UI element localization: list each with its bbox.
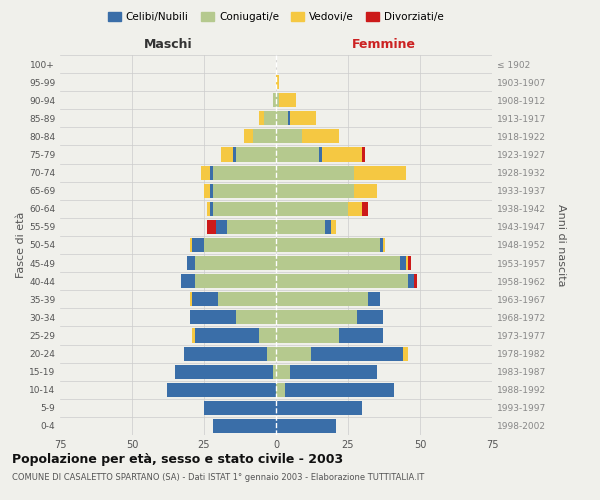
Bar	[236, 310, 276, 324]
Bar	[287, 112, 290, 126]
Bar	[276, 382, 284, 397]
Bar	[276, 256, 400, 270]
Bar	[325, 220, 331, 234]
Bar	[210, 184, 212, 198]
Bar	[196, 274, 276, 288]
Bar	[253, 130, 276, 143]
Bar	[210, 166, 212, 179]
Text: Femmine: Femmine	[352, 38, 416, 52]
Bar	[311, 346, 403, 360]
Bar	[354, 166, 406, 179]
Bar	[279, 93, 296, 108]
Bar	[190, 310, 236, 324]
Bar	[233, 148, 236, 162]
Bar	[409, 256, 412, 270]
Bar	[212, 202, 276, 216]
Bar	[212, 184, 276, 198]
Bar	[196, 256, 276, 270]
Bar	[273, 364, 276, 378]
Bar	[356, 310, 383, 324]
Bar	[175, 364, 273, 378]
Bar	[276, 130, 302, 143]
Bar	[276, 310, 356, 324]
Bar	[362, 202, 368, 216]
Bar	[406, 256, 409, 270]
Bar	[212, 419, 276, 433]
Bar	[193, 292, 218, 306]
Bar	[227, 220, 276, 234]
Bar	[319, 148, 322, 162]
Bar	[348, 202, 362, 216]
Bar	[204, 238, 276, 252]
Bar	[276, 238, 380, 252]
Bar	[331, 220, 337, 234]
Bar	[276, 93, 279, 108]
Bar	[276, 292, 368, 306]
Bar	[409, 274, 414, 288]
Bar	[201, 166, 210, 179]
Bar	[212, 166, 276, 179]
Bar	[403, 346, 409, 360]
Legend: Celibi/Nubili, Coniugati/e, Vedovi/e, Divorziati/e: Celibi/Nubili, Coniugati/e, Vedovi/e, Di…	[104, 8, 448, 26]
Bar	[210, 202, 212, 216]
Text: Popolazione per età, sesso e stato civile - 2003: Popolazione per età, sesso e stato civil…	[12, 452, 343, 466]
Text: COMUNE DI CASALETTO SPARTANO (SA) - Dati ISTAT 1° gennaio 2003 - Elaborazione TU: COMUNE DI CASALETTO SPARTANO (SA) - Dati…	[12, 472, 424, 482]
Text: Maschi: Maschi	[143, 38, 193, 52]
Bar	[414, 274, 417, 288]
Bar	[354, 184, 377, 198]
Bar	[368, 292, 380, 306]
Bar	[276, 274, 409, 288]
Bar	[196, 328, 259, 342]
Bar	[265, 112, 276, 126]
Bar	[193, 328, 196, 342]
Bar	[181, 274, 196, 288]
Bar	[290, 364, 377, 378]
Bar	[187, 256, 196, 270]
Bar	[276, 220, 325, 234]
Bar	[204, 184, 210, 198]
Bar	[276, 419, 337, 433]
Bar	[215, 220, 227, 234]
Bar	[276, 166, 354, 179]
Bar	[259, 112, 265, 126]
Bar	[383, 238, 385, 252]
Bar	[322, 148, 362, 162]
Bar	[244, 130, 253, 143]
Bar	[190, 292, 193, 306]
Bar	[273, 93, 276, 108]
Bar	[193, 238, 204, 252]
Bar	[218, 292, 276, 306]
Bar	[259, 328, 276, 342]
Y-axis label: Fasce di età: Fasce di età	[16, 212, 26, 278]
Bar	[290, 112, 316, 126]
Bar	[276, 328, 340, 342]
Bar	[268, 346, 276, 360]
Bar	[284, 382, 394, 397]
Bar	[221, 148, 233, 162]
Bar	[400, 256, 406, 270]
Bar	[380, 238, 383, 252]
Bar	[184, 346, 268, 360]
Bar	[207, 202, 210, 216]
Bar	[236, 148, 276, 162]
Bar	[207, 220, 215, 234]
Bar	[276, 401, 362, 415]
Bar	[302, 130, 340, 143]
Bar	[190, 238, 193, 252]
Bar	[276, 202, 348, 216]
Bar	[276, 75, 279, 89]
Y-axis label: Anni di nascita: Anni di nascita	[556, 204, 566, 286]
Bar	[276, 148, 319, 162]
Bar	[276, 346, 311, 360]
Bar	[276, 364, 290, 378]
Bar	[167, 382, 276, 397]
Bar	[204, 401, 276, 415]
Bar	[362, 148, 365, 162]
Bar	[276, 112, 287, 126]
Bar	[340, 328, 383, 342]
Bar	[276, 184, 354, 198]
